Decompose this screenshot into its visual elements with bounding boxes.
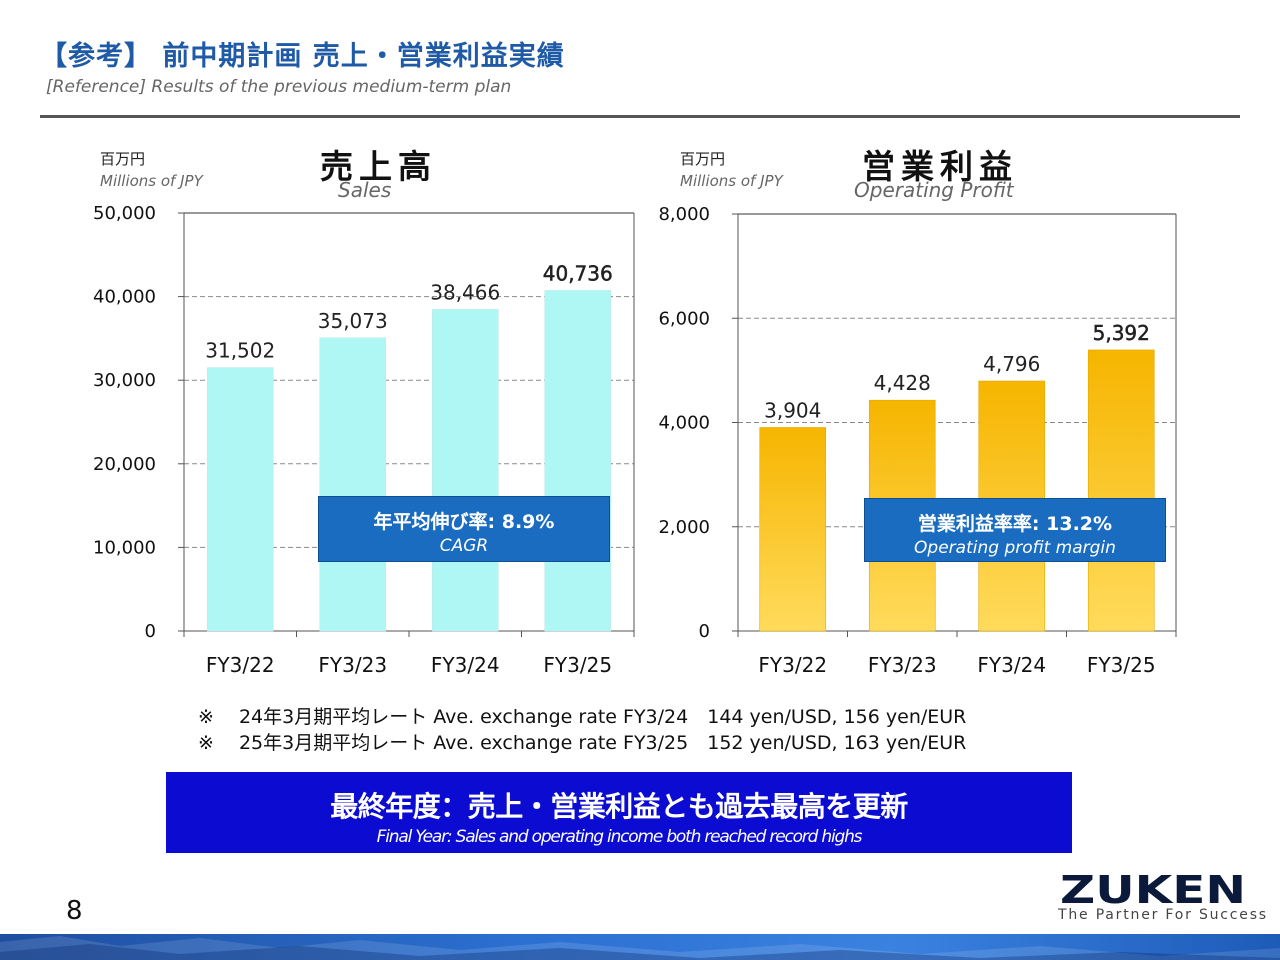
profit-category-label: FY3/22: [758, 653, 827, 677]
sales-data-label: 38,466: [430, 280, 500, 304]
sales-data-label: 35,073: [318, 309, 388, 333]
profit-y-tick-label: 0: [699, 621, 710, 642]
sales-bar-fy3-25: [544, 290, 612, 632]
sales-bar-fy3-24: [431, 309, 499, 632]
sales-chart-title: 売上高: [320, 147, 437, 186]
profit-y-tick-label: 6,000: [658, 308, 710, 329]
profit-unit-en: Millions of JPY: [680, 172, 783, 190]
svg-text:ZUKEN: ZUKEN: [1060, 870, 1246, 908]
summary-banner: 最終年度：売上・営業利益とも過去最高を更新 Final Year: Sales …: [166, 772, 1072, 853]
cagr-callout: 年平均伸び率: 8.9% CAGR: [318, 496, 610, 562]
page-title: 【参考】 前中期計画 売上・営業利益実績: [40, 41, 565, 72]
profit-unit-jp: 百万円: [680, 150, 726, 168]
profit-chart-subtitle: Operating Profit: [854, 178, 1014, 202]
profit-category-label: FY3/25: [1087, 653, 1156, 677]
sales-chart: 0 10,000 20,000 30,000 40,000 50,000 31,502 FY3…: [93, 203, 635, 677]
profit-y-tick-label: 4,000: [658, 413, 710, 434]
sales-category-label: FY3/25: [543, 653, 612, 677]
profit-category-label: FY3/23: [868, 653, 937, 677]
cagr-callout-jp: 年平均伸び率: 8.9%: [373, 511, 555, 533]
operating-profit-chart: 0 2,000 4,000 6,000 8,000 3,904 FY3/22 4,428 FY3…: [658, 204, 1177, 677]
profit-data-label: 5,392: [1093, 321, 1150, 345]
cagr-callout-en: CAGR: [439, 536, 489, 556]
sales-data-label: 31,502: [205, 339, 275, 363]
profit-bar-fy3-22: [759, 427, 827, 632]
title-divider: [40, 115, 1240, 118]
zuken-logo: ZUKEN: [1060, 870, 1246, 908]
margin-callout: 営業利益率率: 13.2% Operating profit margin: [864, 498, 1166, 562]
profit-category-label: FY3/24: [977, 653, 1046, 677]
bar-charts: 0 10,000 20,000 30,000 40,000 50,000 31,502 FY3…: [93, 203, 1177, 677]
profit-data-label: 4,428: [874, 371, 931, 395]
sales-unit-jp: 百万円: [100, 150, 146, 168]
page-subtitle: [Reference] Results of the previous medi…: [46, 77, 512, 97]
profit-data-label: 3,904: [764, 399, 821, 423]
sales-chart-subtitle: Sales: [338, 178, 392, 202]
page-number: 8: [66, 896, 83, 926]
sales-y-tick-label: 0: [145, 621, 156, 642]
sales-data-label: 40,736: [543, 261, 613, 285]
banner-title-jp: 最終年度：売上・営業利益とも過去最高を更新: [330, 790, 908, 823]
exchange-rate-note-fy24: ※ 24年3月期平均レート Ave. exchange rate FY3/24 …: [198, 706, 967, 728]
exchange-rate-note-fy25: ※ 25年3月期平均レート Ave. exchange rate FY3/25 …: [198, 732, 967, 754]
banner-title-en: Final Year: Sales and operating income b…: [376, 827, 863, 847]
profit-chart-title: 営業利益: [862, 147, 1018, 186]
footer-decorative-strip: [0, 934, 1280, 960]
sales-y-tick-label: 30,000: [93, 370, 156, 391]
sales-bar-fy3-23: [319, 337, 387, 632]
sales-y-tick-label: 20,000: [93, 454, 156, 475]
margin-callout-en: Operating profit margin: [914, 538, 1116, 558]
sales-bar-fy3-22: [206, 367, 274, 632]
profit-data-label: 4,796: [983, 352, 1040, 376]
sales-category-label: FY3/24: [431, 653, 500, 677]
sales-y-tick-label: 50,000: [93, 203, 156, 224]
sales-category-label: FY3/23: [318, 653, 387, 677]
sales-category-label: FY3/22: [206, 653, 275, 677]
sales-y-tick-label: 40,000: [93, 287, 156, 308]
margin-callout-jp: 営業利益率率: 13.2%: [917, 513, 1113, 535]
sales-unit-en: Millions of JPY: [100, 172, 203, 190]
profit-y-tick-label: 8,000: [658, 204, 710, 225]
profit-y-tick-label: 2,000: [658, 517, 710, 538]
sales-y-tick-label: 10,000: [93, 537, 156, 558]
tagline: The Partner For Success: [1058, 907, 1268, 923]
profit-bar-fy3-25: [1087, 349, 1155, 632]
